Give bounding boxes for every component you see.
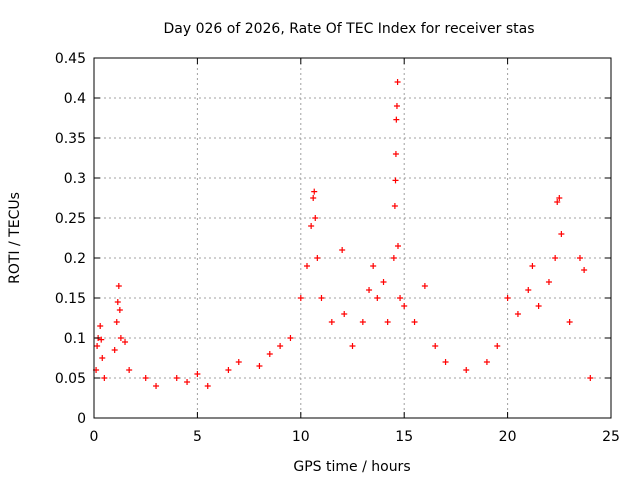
- x-tick-label: 20: [499, 429, 517, 445]
- data-point: [318, 295, 325, 301]
- y-tick-label: 0.1: [64, 331, 86, 347]
- data-point: [297, 295, 304, 301]
- x-tick-label: 25: [602, 429, 620, 445]
- plot-frame: [93, 57, 612, 419]
- data-point: [394, 79, 401, 85]
- y-tick-label: 0.35: [55, 131, 86, 147]
- data-point: [114, 299, 121, 305]
- data-point: [256, 363, 263, 369]
- data-point: [339, 247, 346, 253]
- data-point: [494, 343, 501, 349]
- data-point: [349, 343, 356, 349]
- data-point: [341, 311, 348, 317]
- data-point: [545, 279, 552, 285]
- data-point: [535, 303, 542, 309]
- data-points: [93, 79, 594, 389]
- data-point: [432, 343, 439, 349]
- chart-title: Day 026 of 2026, Rate Of TEC Index for r…: [163, 21, 534, 37]
- x-tick-label: 0: [90, 429, 99, 445]
- x-tick-label: 5: [193, 429, 202, 445]
- y-tick-label: 0.25: [55, 211, 86, 227]
- data-point: [328, 319, 335, 325]
- y-tick-label: 0: [77, 411, 86, 427]
- data-point: [266, 351, 273, 357]
- data-point: [153, 383, 160, 389]
- data-point: [277, 343, 284, 349]
- data-point: [184, 379, 191, 385]
- data-point: [392, 177, 399, 184]
- data-point: [99, 355, 106, 361]
- data-point: [587, 375, 594, 381]
- data-point: [525, 287, 532, 293]
- data-point: [384, 319, 391, 325]
- data-point: [366, 287, 373, 293]
- data-point: [126, 367, 133, 373]
- data-point: [113, 319, 120, 325]
- x-tick-label: 15: [395, 429, 413, 445]
- data-point: [380, 279, 387, 285]
- data-point: [529, 263, 536, 269]
- data-point: [421, 283, 428, 289]
- x-axis-label: GPS time / hours: [293, 459, 410, 475]
- data-point: [111, 347, 118, 353]
- data-point: [97, 323, 104, 329]
- data-point: [374, 295, 381, 301]
- data-point: [225, 367, 232, 373]
- data-point: [581, 267, 588, 273]
- data-point: [122, 339, 129, 345]
- data-point: [411, 319, 418, 325]
- data-point: [359, 319, 366, 325]
- data-point: [558, 231, 565, 237]
- data-point: [393, 116, 400, 123]
- data-point: [556, 195, 563, 201]
- data-point: [194, 371, 201, 377]
- data-point: [391, 203, 398, 209]
- data-point: [311, 188, 318, 195]
- data-point: [393, 103, 400, 109]
- data-point: [397, 295, 404, 301]
- y-tick-label: 0.05: [55, 371, 86, 387]
- data-point: [370, 263, 377, 269]
- y-tick-label: 0.4: [64, 91, 86, 107]
- data-point: [576, 255, 583, 261]
- data-point: [173, 375, 180, 381]
- y-tick-label: 0.3: [64, 171, 86, 187]
- data-point: [401, 303, 408, 309]
- data-point: [308, 223, 315, 229]
- data-point: [483, 359, 490, 365]
- data-point: [394, 243, 401, 249]
- data-point: [392, 151, 399, 157]
- data-point: [115, 283, 122, 289]
- data-point: [566, 319, 573, 325]
- data-point: [552, 255, 559, 261]
- grid: [94, 58, 611, 418]
- data-point: [98, 336, 105, 343]
- data-point: [142, 375, 149, 381]
- data-point: [314, 255, 321, 261]
- data-point: [287, 335, 294, 341]
- data-point: [514, 311, 521, 317]
- data-point: [312, 215, 319, 221]
- data-point: [204, 383, 211, 389]
- data-point: [390, 255, 397, 261]
- y-axis-label: ROTI / TECUs: [7, 192, 23, 284]
- data-point: [116, 307, 123, 313]
- data-point: [304, 263, 311, 269]
- data-point: [504, 295, 511, 301]
- data-point: [554, 199, 561, 205]
- data-point: [94, 343, 101, 349]
- data-point: [117, 335, 124, 341]
- data-point: [101, 375, 108, 381]
- data-point: [310, 195, 317, 201]
- data-point: [235, 359, 242, 365]
- y-tick-label: 0.2: [64, 251, 86, 267]
- x-tick-label: 10: [292, 429, 310, 445]
- y-tick-label: 0.15: [55, 291, 86, 307]
- data-point: [442, 359, 449, 365]
- data-point: [463, 367, 470, 373]
- y-tick-label: 0.45: [55, 51, 86, 67]
- axis-ticks: 0 0.05 0.1 0.15 0.2 0.25 0.3 0.35 0.4 0.45 0 5 10 15 2…: [55, 51, 620, 445]
